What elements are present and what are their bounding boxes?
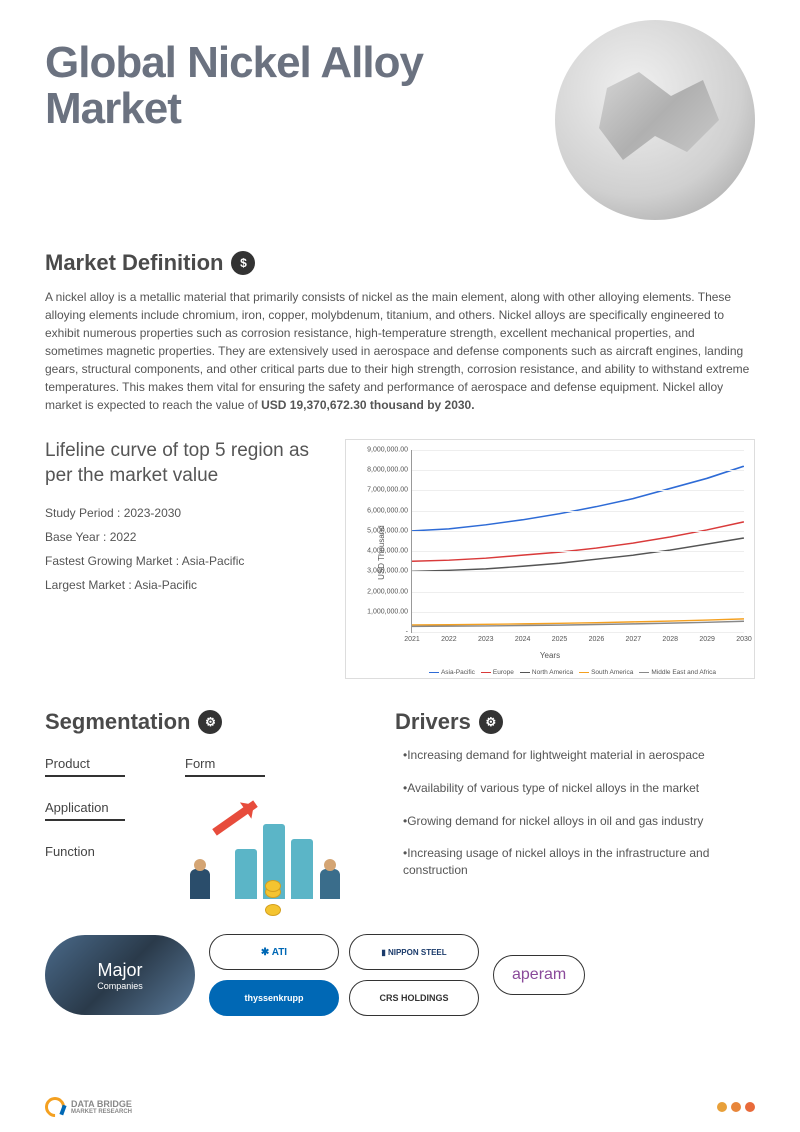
company-nippon: ▮ NIPPON STEEL [349,934,479,970]
page-title: Global Nickel Alloy Market [45,40,535,132]
company-ati: ✱ ATI [209,934,339,970]
region-line-chart: USD Thousand -1,000,000.002,000,000.003,… [345,439,755,679]
company-crs: CRS HOLDINGS [349,980,479,1016]
segmentation-illustration [185,789,365,909]
segment-icon: ⚙ [198,710,222,734]
largest-market: Largest Market : Asia-Pacific [45,578,325,592]
drivers-heading: Drivers ⚙ [395,709,755,735]
major-companies-badge: Major Companies [45,935,195,1015]
curve-heading: Lifeline curve of top 5 region as per th… [45,439,325,488]
hero-image [555,20,755,220]
driver-item: •Availability of various type of nickel … [395,780,755,797]
dollar-icon: $ [231,251,255,275]
footer-logo: DATA BRIDGE MARKET RESEARCH [45,1097,132,1117]
driver-item: •Increasing demand for lightweight mater… [395,747,755,764]
seg-function: Function [45,844,125,863]
base-year: Base Year : 2022 [45,530,325,544]
market-definition-heading: Market Definition $ [45,250,755,276]
seg-form: Form [185,756,265,777]
pagination-dots [717,1102,755,1112]
seg-application: Application [45,800,125,821]
market-definition-text: A nickel alloy is a metallic material th… [45,288,755,414]
driver-item: •Growing demand for nickel alloys in oil… [395,813,755,830]
logo-icon [45,1097,65,1117]
fastest-market: Fastest Growing Market : Asia-Pacific [45,554,325,568]
seg-product: Product [45,756,125,777]
gear-icon: ⚙ [479,710,503,734]
segmentation-heading: Segmentation ⚙ [45,709,365,735]
company-aperam: aperam [493,955,585,995]
study-period: Study Period : 2023-2030 [45,506,325,520]
driver-item: •Increasing usage of nickel alloys in th… [395,845,755,879]
company-thyssenkrupp: thyssenkrupp [209,980,339,1016]
